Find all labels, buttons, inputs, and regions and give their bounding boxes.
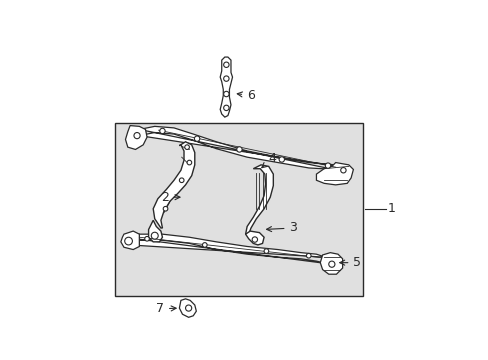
- Polygon shape: [153, 142, 194, 228]
- Polygon shape: [121, 231, 139, 249]
- Polygon shape: [125, 126, 147, 149]
- Circle shape: [184, 145, 189, 149]
- Polygon shape: [245, 165, 273, 234]
- Circle shape: [279, 157, 284, 162]
- Circle shape: [185, 305, 191, 311]
- Circle shape: [325, 163, 330, 168]
- Polygon shape: [130, 234, 325, 264]
- Polygon shape: [220, 57, 232, 117]
- Circle shape: [340, 167, 346, 173]
- Circle shape: [328, 261, 334, 267]
- Bar: [115, 122, 362, 296]
- Circle shape: [194, 136, 200, 141]
- Circle shape: [160, 128, 165, 134]
- Circle shape: [134, 132, 140, 139]
- Circle shape: [179, 178, 183, 183]
- Text: 7: 7: [156, 302, 176, 315]
- Circle shape: [236, 147, 242, 152]
- Circle shape: [264, 249, 268, 253]
- Polygon shape: [148, 220, 162, 242]
- Polygon shape: [179, 299, 196, 317]
- Circle shape: [223, 62, 228, 67]
- Text: 1: 1: [387, 202, 395, 215]
- Polygon shape: [320, 253, 342, 274]
- Text: 6: 6: [237, 89, 255, 102]
- Circle shape: [124, 237, 132, 245]
- Polygon shape: [245, 231, 264, 245]
- Circle shape: [151, 232, 158, 239]
- Text: 4: 4: [261, 152, 276, 168]
- Circle shape: [187, 160, 191, 165]
- Polygon shape: [139, 126, 348, 172]
- Circle shape: [306, 253, 310, 258]
- Circle shape: [252, 237, 257, 242]
- Circle shape: [144, 237, 149, 241]
- Circle shape: [223, 76, 228, 81]
- Text: 5: 5: [339, 256, 361, 269]
- Circle shape: [163, 206, 167, 211]
- Circle shape: [202, 243, 207, 247]
- Polygon shape: [316, 163, 353, 185]
- Text: 2: 2: [161, 191, 180, 204]
- Circle shape: [223, 91, 228, 97]
- Circle shape: [223, 105, 228, 111]
- Text: 3: 3: [266, 221, 297, 234]
